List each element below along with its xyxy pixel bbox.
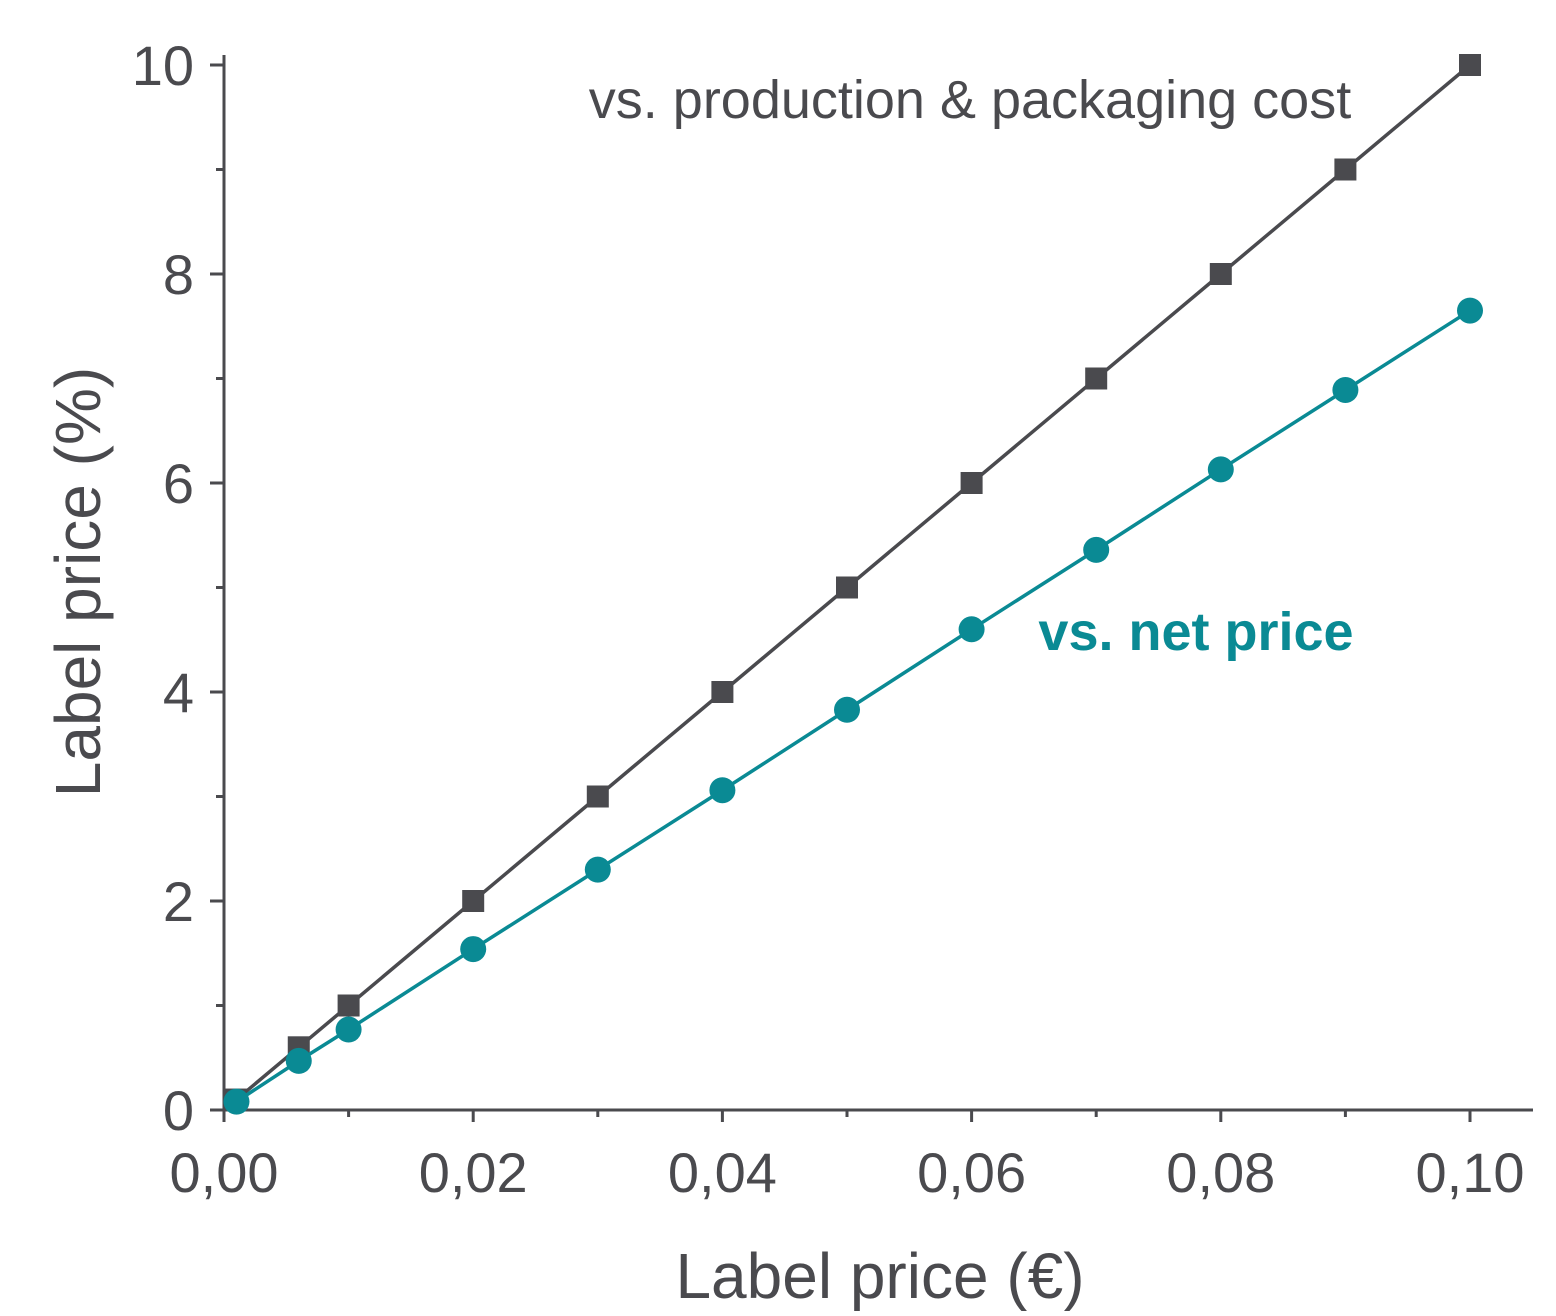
x-ticks: 0,00 0,02 0,04 0,06 0,08 0,10 (170, 1110, 1525, 1204)
data-point-square (711, 681, 734, 703)
data-point-circle (460, 936, 487, 963)
data-point-square (836, 576, 858, 599)
series-net-price (223, 297, 1483, 1115)
data-point-circle (584, 856, 611, 883)
data-point-circle (1083, 536, 1110, 563)
x-tick-label: 0,06 (917, 1141, 1026, 1204)
data-point-square (1459, 54, 1481, 76)
data-point-square (960, 472, 983, 494)
labels: Label price (€) Label price (%) vs. prod… (42, 70, 1354, 1312)
data-point-circle (834, 696, 860, 723)
x-tick-label: 0,08 (1166, 1141, 1275, 1204)
data-point-circle (223, 1088, 250, 1115)
y-tick-label: 10 (132, 34, 194, 97)
x-tick-label: 0,04 (668, 1141, 777, 1204)
data-point-square (1209, 263, 1232, 285)
data-point-square (337, 994, 360, 1017)
y-axis-label: Label price (%) (42, 367, 114, 797)
data-point-circle (335, 1016, 362, 1043)
data-point-circle (285, 1047, 312, 1074)
data-point-circle (709, 777, 736, 804)
data-point-circle (1332, 376, 1359, 403)
series (223, 54, 1483, 1115)
axes: 0,00 0,02 0,04 0,06 0,08 0,10 0 2 4 6 8 10 (132, 34, 1533, 1204)
y-tick-label: 2 (163, 870, 194, 933)
y-ticks: 0 2 4 6 8 10 (132, 34, 224, 1142)
x-tick-label: 0,02 (419, 1141, 528, 1204)
data-point-square (462, 890, 485, 912)
data-point-circle (1207, 456, 1234, 483)
data-point-square (1085, 367, 1108, 390)
series-label-production-packaging: vs. production & packaging cost (589, 70, 1351, 130)
x-axis-label: Label price (€) (675, 1240, 1084, 1311)
y-tick-label: 4 (163, 661, 194, 724)
x-tick-label: 0,00 (170, 1141, 279, 1204)
y-tick-label: 0 (163, 1079, 194, 1142)
y-tick-label: 8 (163, 243, 194, 306)
data-point-circle (1457, 297, 1483, 324)
data-point-square (1334, 158, 1357, 181)
x-tick-label: 0,10 (1416, 1141, 1525, 1204)
data-point-square (586, 785, 609, 808)
data-point-circle (958, 616, 985, 643)
series-label-net-price: vs. net price (1038, 602, 1353, 662)
series-production-packaging (225, 54, 1481, 1111)
y-tick-label: 6 (163, 452, 194, 515)
